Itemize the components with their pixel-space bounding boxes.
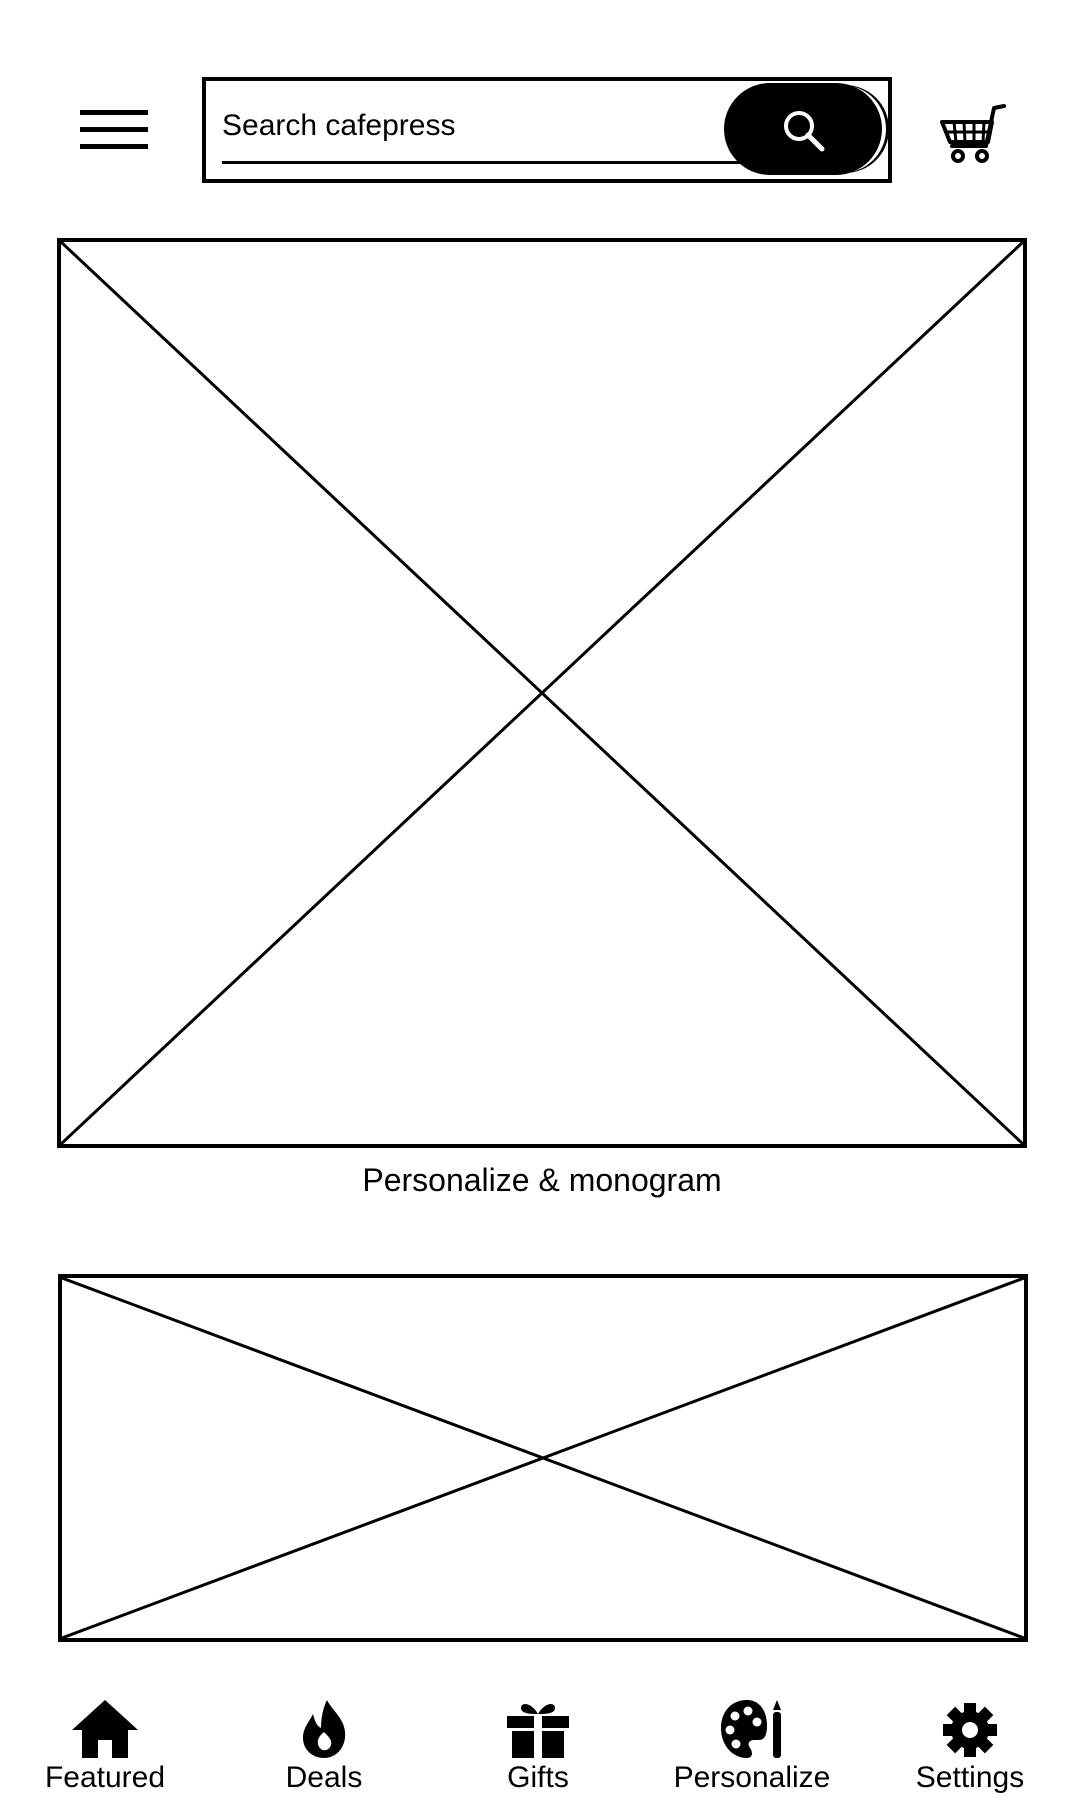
menu-bar — [80, 144, 148, 149]
bottom-navigation: Featured Deals Gifts Personalize — [0, 1690, 1080, 1800]
menu-bar — [80, 127, 148, 132]
nav-item-featured[interactable]: Featured — [5, 1690, 205, 1800]
banner-image-placeholder[interactable] — [58, 1274, 1028, 1642]
home-icon — [72, 1700, 138, 1758]
nav-label-settings: Settings — [915, 1761, 1025, 1794]
image-placeholder-cross — [61, 242, 1023, 1144]
search-bar — [202, 77, 892, 183]
nav-label-gifts: Gifts — [507, 1761, 569, 1794]
gift-icon — [507, 1704, 569, 1758]
nav-item-gifts[interactable]: Gifts — [438, 1690, 638, 1800]
shopping-cart-icon — [940, 104, 1006, 163]
nav-item-settings[interactable]: Settings — [870, 1690, 1070, 1800]
menu-bar — [80, 110, 148, 115]
search-input[interactable] — [222, 99, 742, 153]
nav-item-personalize[interactable]: Personalize — [652, 1690, 852, 1800]
hamburger-menu-button[interactable] — [80, 110, 148, 150]
flame-icon — [303, 1700, 346, 1758]
nav-item-deals[interactable]: Deals — [224, 1690, 424, 1800]
cart-button[interactable] — [938, 100, 1008, 170]
search-underline — [222, 161, 782, 164]
nav-label-deals: Deals — [285, 1761, 363, 1794]
nav-label-featured: Featured — [44, 1761, 166, 1794]
featured-caption[interactable]: Personalize & monogram — [362, 1162, 722, 1198]
gear-icon — [943, 1703, 997, 1757]
nav-label-personalize: Personalize — [673, 1761, 831, 1794]
palette-icon — [721, 1700, 781, 1758]
search-button[interactable] — [724, 83, 882, 175]
image-placeholder-cross — [62, 1278, 1024, 1638]
search-icon — [784, 111, 825, 152]
featured-image-placeholder[interactable] — [57, 238, 1027, 1148]
